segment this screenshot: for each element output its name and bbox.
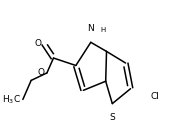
Text: H: H — [100, 27, 105, 33]
Text: O: O — [38, 69, 45, 77]
Text: S: S — [109, 113, 115, 122]
Text: Cl: Cl — [150, 92, 159, 102]
Text: H$_3$C: H$_3$C — [2, 93, 21, 106]
Text: O: O — [35, 39, 42, 48]
Text: N: N — [87, 24, 94, 33]
